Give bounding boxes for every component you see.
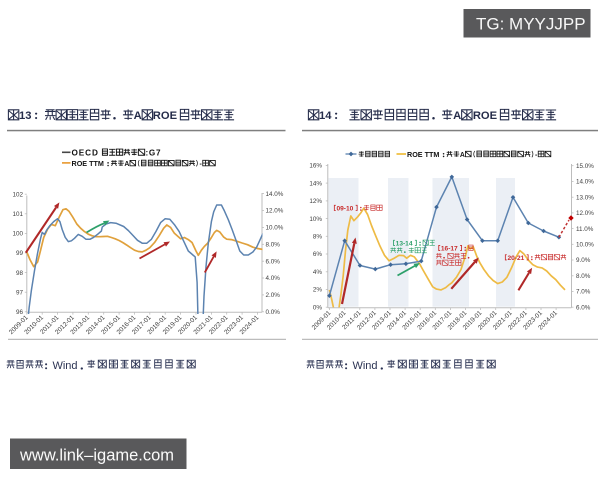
svg-text::G7: :G7 <box>145 148 161 157</box>
svg-text:ROE: ROE <box>473 110 498 122</box>
svg-text:10.0%: 10.0% <box>576 242 594 249</box>
svg-text:100: 100 <box>12 231 23 238</box>
svg-text:ROE TTM: ROE TTM <box>72 159 104 168</box>
svg-text:0%: 0% <box>313 304 323 311</box>
svg-text:2.0%: 2.0% <box>266 292 281 299</box>
svg-text:A: A <box>124 161 129 168</box>
svg-text:97: 97 <box>16 289 24 296</box>
svg-text:96: 96 <box>16 309 24 316</box>
svg-text:ROE: ROE <box>153 110 178 122</box>
svg-text:0.0%: 0.0% <box>266 309 281 316</box>
svg-text:www.link–igame.com: www.link–igame.com <box>19 447 174 465</box>
svg-text:A: A <box>134 110 142 122</box>
svg-text:8.0%: 8.0% <box>576 273 591 280</box>
svg-text:2%: 2% <box>313 287 323 294</box>
svg-text:15.0%: 15.0% <box>576 163 594 170</box>
svg-text:11.0%: 11.0% <box>576 226 594 233</box>
svg-text:A: A <box>460 152 465 159</box>
svg-text:101: 101 <box>12 211 23 218</box>
svg-text:TG: MYYJJPP: TG: MYYJJPP <box>476 15 586 34</box>
svg-text:13: 13 <box>19 110 31 122</box>
svg-text:-: - <box>535 152 538 159</box>
svg-text:7.0%: 7.0% <box>576 289 591 296</box>
svg-text:OECD: OECD <box>72 148 99 157</box>
svg-text:Wind: Wind <box>52 360 77 372</box>
svg-text:4%: 4% <box>313 269 323 276</box>
svg-text:102: 102 <box>12 191 23 198</box>
svg-text:14: 14 <box>319 110 332 122</box>
svg-text:6.0%: 6.0% <box>266 258 281 265</box>
svg-text:99: 99 <box>16 250 24 257</box>
svg-text:A: A <box>453 110 461 122</box>
svg-text:14.0%: 14.0% <box>266 191 284 198</box>
svg-text:8.0%: 8.0% <box>266 242 281 249</box>
svg-text:20-21: 20-21 <box>507 255 524 262</box>
svg-text:4.0%: 4.0% <box>266 275 281 282</box>
svg-text:ROE TTM: ROE TTM <box>407 150 439 159</box>
svg-text:6.0%: 6.0% <box>576 304 591 311</box>
svg-text:8%: 8% <box>313 234 323 241</box>
svg-text:09-10: 09-10 <box>336 206 353 213</box>
svg-text:10%: 10% <box>309 216 322 223</box>
svg-text:12%: 12% <box>309 198 322 205</box>
svg-text:13-14: 13-14 <box>396 240 413 247</box>
svg-text:6%: 6% <box>313 251 323 258</box>
svg-text:14.0%: 14.0% <box>576 179 594 186</box>
svg-text:98: 98 <box>16 270 24 277</box>
svg-text:16-17: 16-17 <box>441 246 458 253</box>
svg-text:14%: 14% <box>309 180 322 187</box>
svg-text:9.0%: 9.0% <box>576 257 591 264</box>
svg-text:16%: 16% <box>309 163 322 170</box>
svg-text:13.0%: 13.0% <box>576 194 594 201</box>
svg-text:12.0%: 12.0% <box>266 208 284 215</box>
svg-text:-: - <box>199 161 202 168</box>
svg-text:12.0%: 12.0% <box>576 210 594 217</box>
svg-text:Wind: Wind <box>352 360 377 372</box>
svg-text:10.0%: 10.0% <box>266 225 284 232</box>
